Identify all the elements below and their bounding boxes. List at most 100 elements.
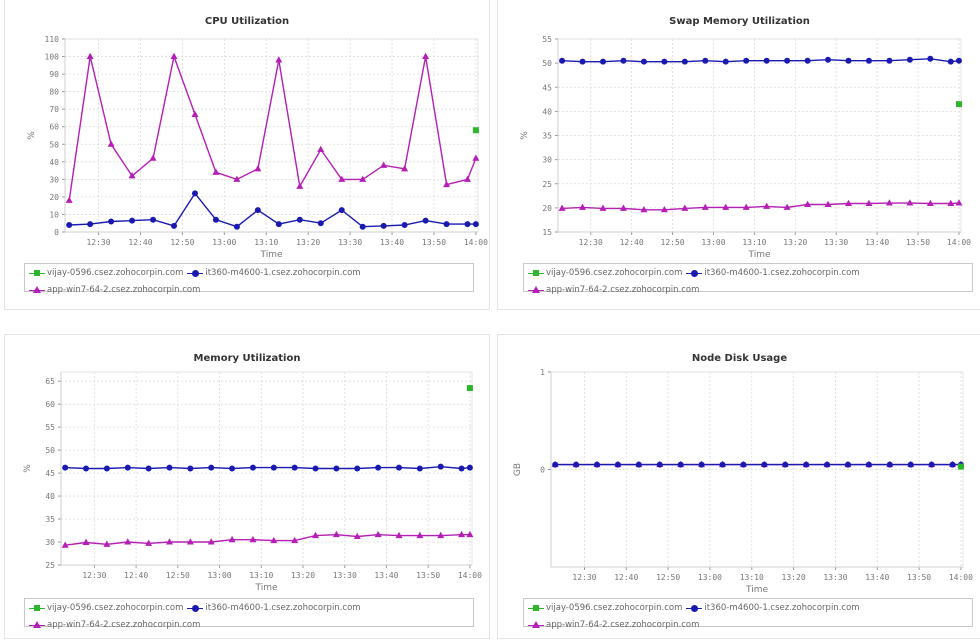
data-point <box>443 180 451 188</box>
data-point <box>145 465 152 472</box>
triangle-marker-icon <box>29 285 45 295</box>
legend-item-circle[interactable]: it360-m4600-1.csez.zohocorpin.com <box>187 601 361 615</box>
data-point <box>702 57 709 64</box>
triangle-marker-icon <box>528 620 544 630</box>
x-tick-label: 13:30 <box>824 238 848 247</box>
legend-item-square[interactable]: vijay-0596.csez.zohocorpin.com <box>29 601 183 615</box>
data-point <box>443 221 450 228</box>
data-point <box>129 217 136 224</box>
legend-item-square[interactable]: vijay-0596.csez.zohocorpin.com <box>528 601 682 615</box>
data-point <box>825 56 832 63</box>
data-point <box>124 538 132 545</box>
series-square <box>472 127 479 134</box>
data-point <box>614 461 621 468</box>
data-point <box>124 464 131 471</box>
data-point <box>804 57 811 64</box>
x-tick-label: 13:00 <box>701 238 725 247</box>
data-point <box>635 461 642 468</box>
legend-label: app-win7-64-2.csez.zohocorpin.com <box>546 285 700 295</box>
series-square <box>957 463 964 470</box>
legend-item-triangle[interactable]: app-win7-64-2.csez.zohocorpin.com <box>29 618 200 632</box>
circle-marker-icon <box>686 603 703 613</box>
y-tick-label: 55 <box>45 423 55 432</box>
data-point <box>212 216 219 223</box>
y-tick-label: 45 <box>45 469 55 478</box>
legend-item-triangle[interactable]: app-win7-64-2.csez.zohocorpin.com <box>29 283 200 297</box>
x-tick-label: 13:30 <box>338 238 362 247</box>
data-point <box>681 58 688 65</box>
data-point <box>559 57 566 64</box>
data-point <box>458 465 465 472</box>
data-point <box>660 206 668 213</box>
data-point <box>338 207 345 214</box>
data-point <box>783 203 791 210</box>
data-point <box>698 461 705 468</box>
legend-item-triangle[interactable]: app-win7-64-2.csez.zohocorpin.com <box>528 618 699 632</box>
data-point <box>886 57 893 64</box>
x-tick-label: 12:50 <box>166 571 190 580</box>
data-point <box>65 196 73 203</box>
chart-legend: vijay-0596.csez.zohocorpin.com it360-m460… <box>24 263 474 295</box>
chart-memory-utilization: 25 30 35 40 45 50 55 60 65 12:30 12:40 12:50 13:00 13… <box>23 371 482 593</box>
legend-label: vijay-0596.csez.zohocorpin.com <box>47 603 184 613</box>
y-axis-label: % <box>23 464 33 473</box>
x-tick-label: 13:00 <box>212 238 236 247</box>
legend-item-square[interactable]: vijay-0596.csez.zohocorpin.com <box>528 266 682 280</box>
data-point <box>437 531 445 539</box>
data-point <box>763 57 770 64</box>
data-point <box>955 199 963 206</box>
y-tick-label: 40 <box>49 158 59 167</box>
data-point <box>619 204 627 211</box>
data-point <box>558 204 566 211</box>
data-point <box>187 465 194 472</box>
x-tick-label: 13:20 <box>296 238 320 247</box>
data-point <box>291 464 298 471</box>
data-point <box>640 206 648 213</box>
data-point <box>191 110 199 117</box>
data-point <box>207 538 215 545</box>
chart-cpu-utilization: 0 10 20 30 40 50 60 70 80 90 100 110 12:30 12:40 12:50… <box>27 35 488 260</box>
data-point <box>359 223 366 230</box>
data-point <box>380 161 388 168</box>
chart-title: Node Disk Usage <box>691 353 788 364</box>
data-point <box>594 461 601 468</box>
data-point <box>170 52 178 60</box>
data-point <box>145 539 153 546</box>
data-point <box>375 464 382 471</box>
legend-label: app-win7-64-2.csez.zohocorpin.com <box>47 620 201 630</box>
data-point <box>171 222 178 229</box>
data-point <box>212 168 220 175</box>
data-point <box>416 531 424 539</box>
data-point <box>275 221 282 228</box>
data-point <box>458 530 466 538</box>
data-point <box>333 465 340 472</box>
x-axis-label: Time <box>745 585 768 595</box>
x-tick-label: 12:40 <box>124 571 148 580</box>
x-tick-label: 12:40 <box>614 573 638 582</box>
y-tick-label: 80 <box>49 88 59 97</box>
x-tick-label: 13:50 <box>906 238 930 247</box>
data-point <box>166 464 173 471</box>
legend-item-circle[interactable]: it360-m4600-1.csez.zohocorpin.com <box>187 266 361 280</box>
chart-legend: vijay-0596.csez.zohocorpin.com it360-m460… <box>24 598 474 630</box>
chart-node-disk-usage: 0 1 12:30 12:40 12:50 13:00 13:10 13:20 13:30 13:… <box>513 368 973 595</box>
data-point <box>249 535 257 543</box>
circle-marker-icon <box>187 603 204 613</box>
legend-item-square[interactable]: vijay-0596.csez.zohocorpin.com <box>29 266 183 280</box>
x-tick-label: 12:50 <box>661 238 685 247</box>
legend-item-triangle[interactable]: app-win7-64-2.csez.zohocorpin.com <box>528 283 699 297</box>
y-tick-label: 1 <box>540 368 545 377</box>
chart-legend: vijay-0596.csez.zohocorpin.com it360-m460… <box>523 598 973 630</box>
data-point <box>338 175 346 182</box>
data-point <box>947 199 955 207</box>
data-point <box>103 540 111 547</box>
data-point <box>353 532 361 540</box>
legend-label: vijay-0596.csez.zohocorpin.com <box>546 603 683 613</box>
legend-item-circle[interactable]: it360-m4600-1.csez.zohocorpin.com <box>686 266 860 280</box>
legend-item-circle[interactable]: it360-m4600-1.csez.zohocorpin.com <box>686 601 860 615</box>
x-tick-label: 13:50 <box>416 571 440 580</box>
data-point <box>108 218 115 225</box>
data-point <box>579 58 586 65</box>
data-point <box>464 175 472 182</box>
data-point <box>957 463 964 470</box>
